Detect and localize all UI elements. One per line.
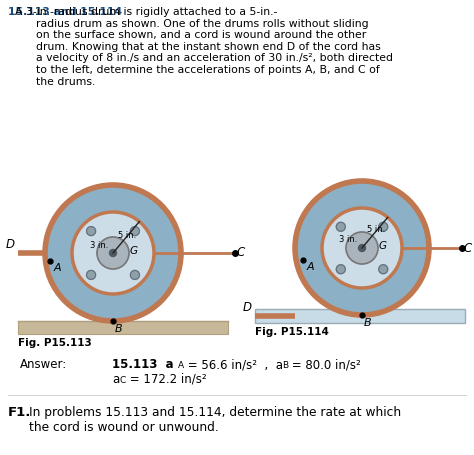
Circle shape [346,232,378,264]
Circle shape [130,227,139,236]
Text: = 172.2 in/s²: = 172.2 in/s² [126,373,207,386]
Text: 15.113  a: 15.113 a [112,358,173,371]
Circle shape [97,237,129,269]
Text: A: A [54,263,62,273]
Circle shape [109,249,117,257]
Circle shape [130,270,139,279]
Text: D: D [243,301,252,314]
Bar [18,321,228,334]
Circle shape [358,244,365,252]
Text: 15.113 and 15.114: 15.113 and 15.114 [8,7,122,17]
Text: C: C [120,376,126,385]
Text: A: A [307,262,315,272]
Circle shape [72,212,154,294]
Text: In problems 15.113 and 15.114, determine the rate at which: In problems 15.113 and 15.114, determine… [29,406,401,419]
Text: F1.: F1. [8,406,31,419]
Circle shape [336,222,345,231]
Text: = 80.0 in/s²: = 80.0 in/s² [288,358,361,371]
Text: D: D [6,238,15,251]
Text: a: a [112,373,119,386]
Circle shape [87,270,96,279]
Circle shape [295,181,429,315]
Text: 5 in.: 5 in. [367,226,385,234]
Circle shape [45,185,181,321]
Circle shape [322,208,402,288]
Text: C: C [237,247,245,259]
Text: C: C [464,242,472,254]
Text: B: B [115,324,123,334]
Text: G: G [379,241,387,251]
Circle shape [87,227,96,236]
Text: B: B [364,318,372,328]
Text: 3 in.: 3 in. [338,236,357,244]
Text: A: A [178,361,184,370]
Circle shape [379,222,388,231]
Text: = 56.6 in/s²  ,  a: = 56.6 in/s² , a [184,358,283,371]
Text: B: B [282,361,288,370]
Text: Answer:: Answer: [20,358,67,371]
Text: A 3-in.-radius drum is rigidly attached to a 5-in.-
        radius drum as shown: A 3-in.-radius drum is rigidly attached … [8,7,393,86]
Bar [255,309,465,323]
Text: Fig. P15.114: Fig. P15.114 [255,327,329,337]
Circle shape [379,265,388,274]
Text: 5 in.: 5 in. [118,231,136,239]
Circle shape [336,265,345,274]
Text: 3 in.: 3 in. [90,241,108,249]
Text: the cord is wound or unwound.: the cord is wound or unwound. [29,421,219,434]
Text: G: G [130,246,138,256]
Text: Fig. P15.113: Fig. P15.113 [18,338,92,348]
